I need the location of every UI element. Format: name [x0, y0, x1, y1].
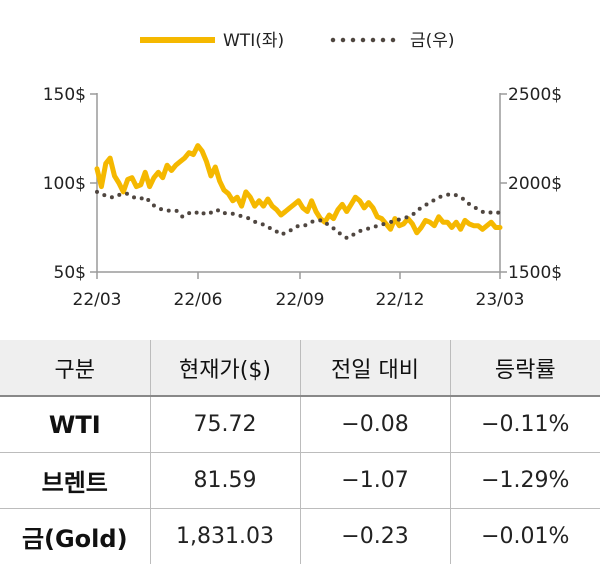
row-name: 금(Gold)	[0, 509, 150, 564]
row-price: 81.59	[150, 453, 300, 509]
right-tick-label: 2500$	[508, 85, 562, 105]
row-price: 1,831.03	[150, 509, 300, 564]
legend: WTI(좌) 금(우)	[140, 31, 455, 51]
column-header: 현재가($)	[150, 340, 300, 396]
series-line-wti	[97, 146, 500, 233]
left-tick-label: 150$	[43, 85, 86, 105]
row-rate: −1.29%	[450, 453, 600, 509]
x-tick-label: 22/03	[73, 290, 122, 310]
plot-area: 150$ 100$ 50$ 2500$ 2000$ 1500$ 22/03 22…	[43, 85, 562, 310]
column-header: 전일 대비	[300, 340, 450, 396]
x-tick-label: 22/12	[376, 290, 425, 310]
left-tick-label: 100$	[43, 174, 86, 194]
row-rate: −0.01%	[450, 509, 600, 564]
row-change: −0.23	[300, 509, 450, 564]
row-change: −0.08	[300, 396, 450, 453]
row-price: 75.72	[150, 396, 300, 453]
table-row: 브렌트 81.59 −1.07 −1.29%	[0, 453, 600, 509]
line-chart: WTI(좌) 금(우) 150$ 100$ 50$ 2500$ 2000$ 15…	[0, 0, 600, 340]
x-tick-label: 22/09	[276, 290, 325, 310]
table-row: 금(Gold) 1,831.03 −0.23 −0.01%	[0, 509, 600, 564]
row-rate: −0.11%	[450, 396, 600, 453]
series-layer	[97, 146, 500, 239]
table-row: WTI 75.72 −0.08 −0.11%	[0, 396, 600, 453]
x-tick-label: 22/06	[174, 290, 223, 310]
price-table: 구분 현재가($) 전일 대비 등락률 WTI 75.72 −0.08 −0.1…	[0, 340, 600, 564]
column-header: 구분	[0, 340, 150, 396]
right-tick-label: 1500$	[508, 263, 562, 283]
right-tick-label: 2000$	[508, 174, 562, 194]
left-tick-label: 50$	[54, 263, 86, 283]
row-name: 브렌트	[0, 453, 150, 509]
x-tick-label: 23/03	[476, 290, 525, 310]
row-change: −1.07	[300, 453, 450, 509]
legend-label-wti: WTI(좌)	[223, 31, 284, 51]
table-header-row: 구분 현재가($) 전일 대비 등락률	[0, 340, 600, 396]
legend-label-gold: 금(우)	[410, 31, 455, 51]
column-header: 등락률	[450, 340, 600, 396]
row-name: WTI	[0, 396, 150, 453]
